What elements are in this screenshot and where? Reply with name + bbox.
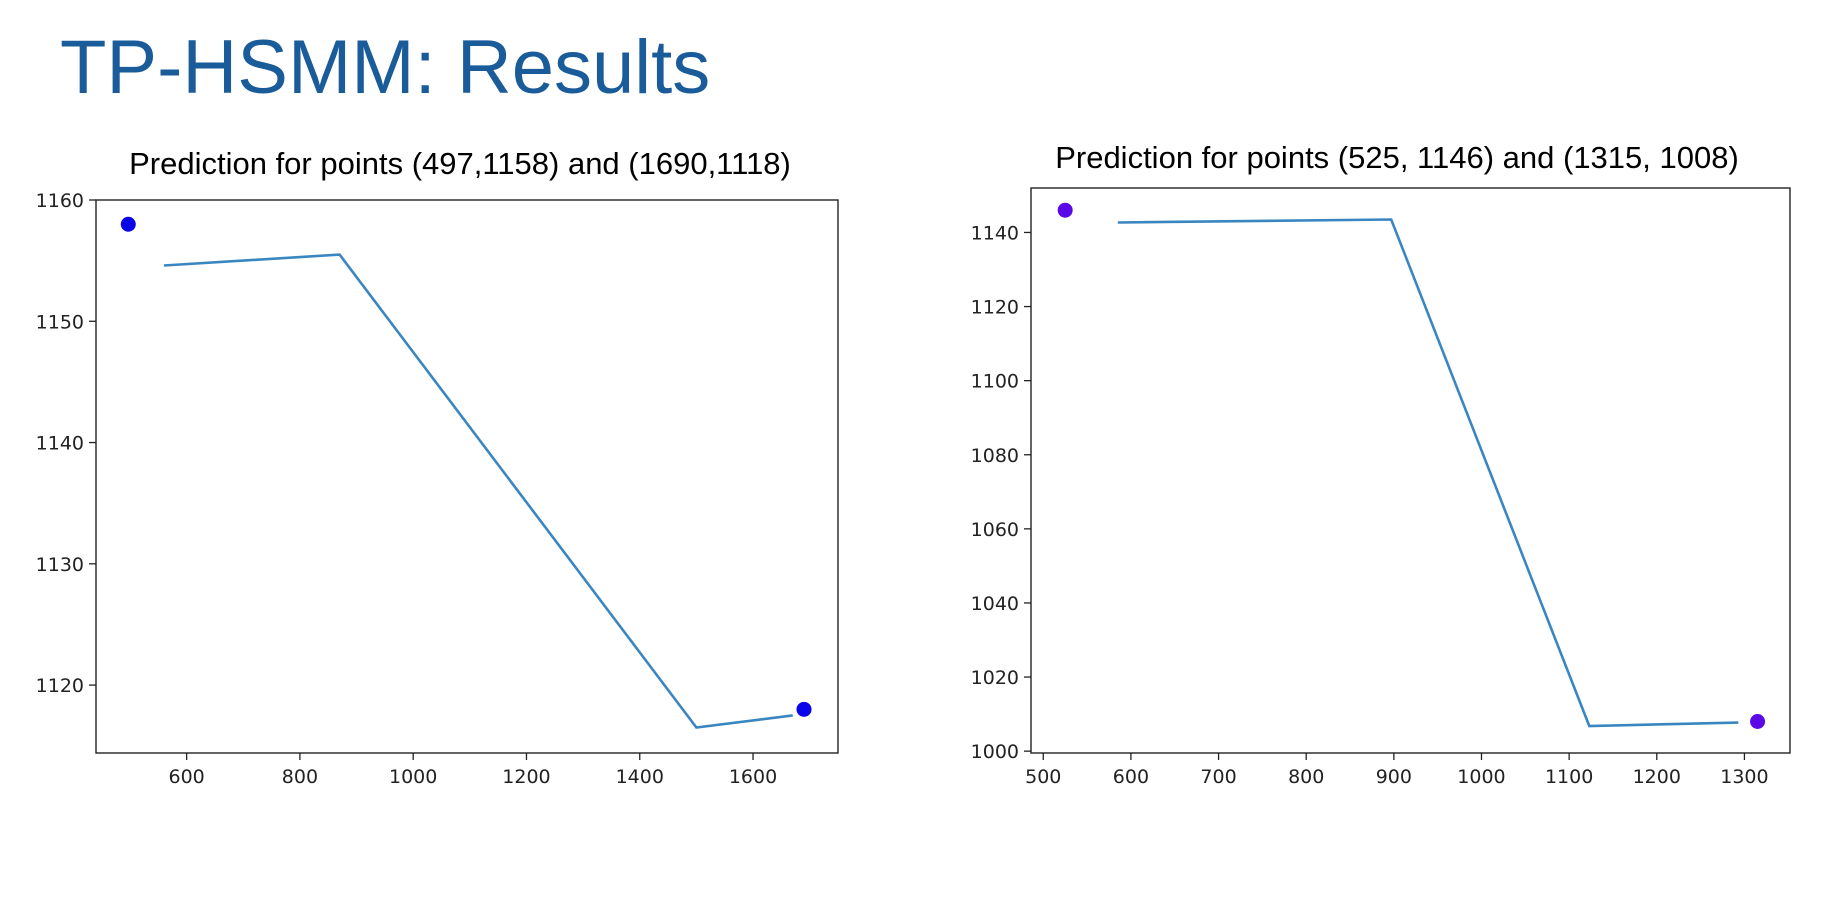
x-tick-label: 1300 xyxy=(1720,766,1768,788)
y-tick-label: 1130 xyxy=(36,554,84,576)
prediction-line xyxy=(163,253,793,729)
x-tick-label: 600 xyxy=(1113,766,1149,788)
x-tick-label: 800 xyxy=(282,766,318,788)
x-tick-label: 1000 xyxy=(389,766,437,788)
chart-left-title: Prediction for points (497,1158) and (16… xyxy=(129,146,791,181)
x-tick-label: 700 xyxy=(1200,766,1236,788)
prediction-line xyxy=(1117,218,1739,728)
target-point xyxy=(1750,714,1766,730)
slide-title: TP-HSMM: Results xyxy=(60,25,711,110)
x-tick-label: 800 xyxy=(1288,766,1324,788)
chart-right: Prediction for points (525, 1146) and (1… xyxy=(971,140,1791,788)
x-tick-label: 1000 xyxy=(1457,766,1505,788)
chart-left-frame xyxy=(95,199,839,754)
y-tick-label: 1140 xyxy=(36,433,84,455)
x-tick-label: 600 xyxy=(168,766,204,788)
x-tick-label: 1200 xyxy=(502,766,550,788)
target-point xyxy=(120,216,136,232)
chart-left: Prediction for points (497,1158) and (16… xyxy=(36,146,839,788)
y-tick-label: 1150 xyxy=(36,311,84,333)
y-tick-label: 1020 xyxy=(971,667,1019,689)
y-tick-label: 1140 xyxy=(971,222,1019,244)
y-tick-label: 1120 xyxy=(971,297,1019,319)
y-tick-label: 1040 xyxy=(971,593,1019,615)
x-tick-label: 1600 xyxy=(729,766,777,788)
y-tick-label: 1000 xyxy=(971,741,1019,763)
x-tick-label: 900 xyxy=(1376,766,1412,788)
chart-right-title: Prediction for points (525, 1146) and (1… xyxy=(1055,140,1739,175)
target-point xyxy=(796,701,812,717)
x-tick-label: 500 xyxy=(1025,766,1061,788)
x-tick-label: 1400 xyxy=(616,766,664,788)
chart-right-frame xyxy=(1030,187,1791,754)
x-tick-label: 1100 xyxy=(1545,766,1593,788)
y-tick-label: 1100 xyxy=(971,371,1019,393)
y-tick-label: 1160 xyxy=(36,190,84,212)
y-tick-label: 1080 xyxy=(971,445,1019,467)
target-point xyxy=(1057,202,1073,218)
y-tick-label: 1060 xyxy=(971,519,1019,541)
x-tick-label: 1200 xyxy=(1633,766,1681,788)
y-tick-label: 1120 xyxy=(36,675,84,697)
